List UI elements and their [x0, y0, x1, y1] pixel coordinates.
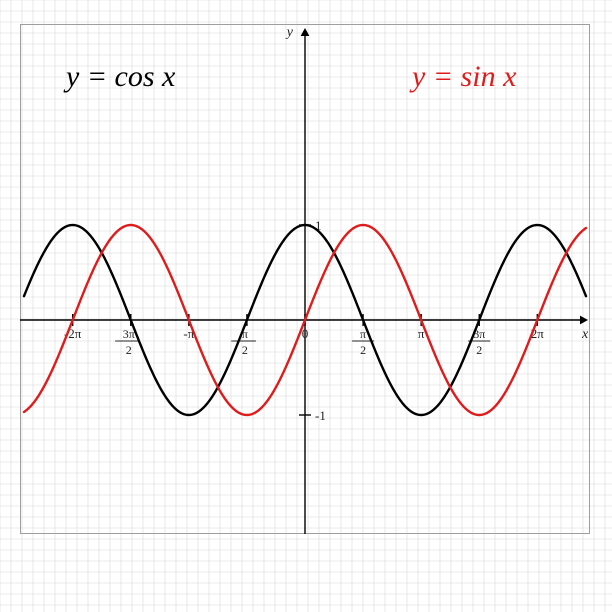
svg-text:2: 2	[360, 343, 366, 357]
svg-text:π: π	[360, 327, 366, 341]
svg-text:y: y	[285, 25, 294, 40]
svg-text:-1: -1	[315, 408, 326, 423]
sin-equation-title: y = sin x	[412, 60, 516, 94]
svg-text:-: -	[115, 332, 119, 347]
svg-text:2: 2	[476, 343, 482, 357]
chart-stage: yx1-1-2π-3π2-π-π20π2π3π22π y = cos x y =…	[0, 0, 612, 612]
svg-text:-: -	[231, 332, 235, 347]
svg-text:2: 2	[242, 343, 248, 357]
svg-text:3π: 3π	[123, 327, 135, 341]
svg-text:x: x	[581, 327, 589, 342]
svg-text:2: 2	[126, 343, 132, 357]
cos-equation-title: y = cos x	[66, 60, 175, 94]
